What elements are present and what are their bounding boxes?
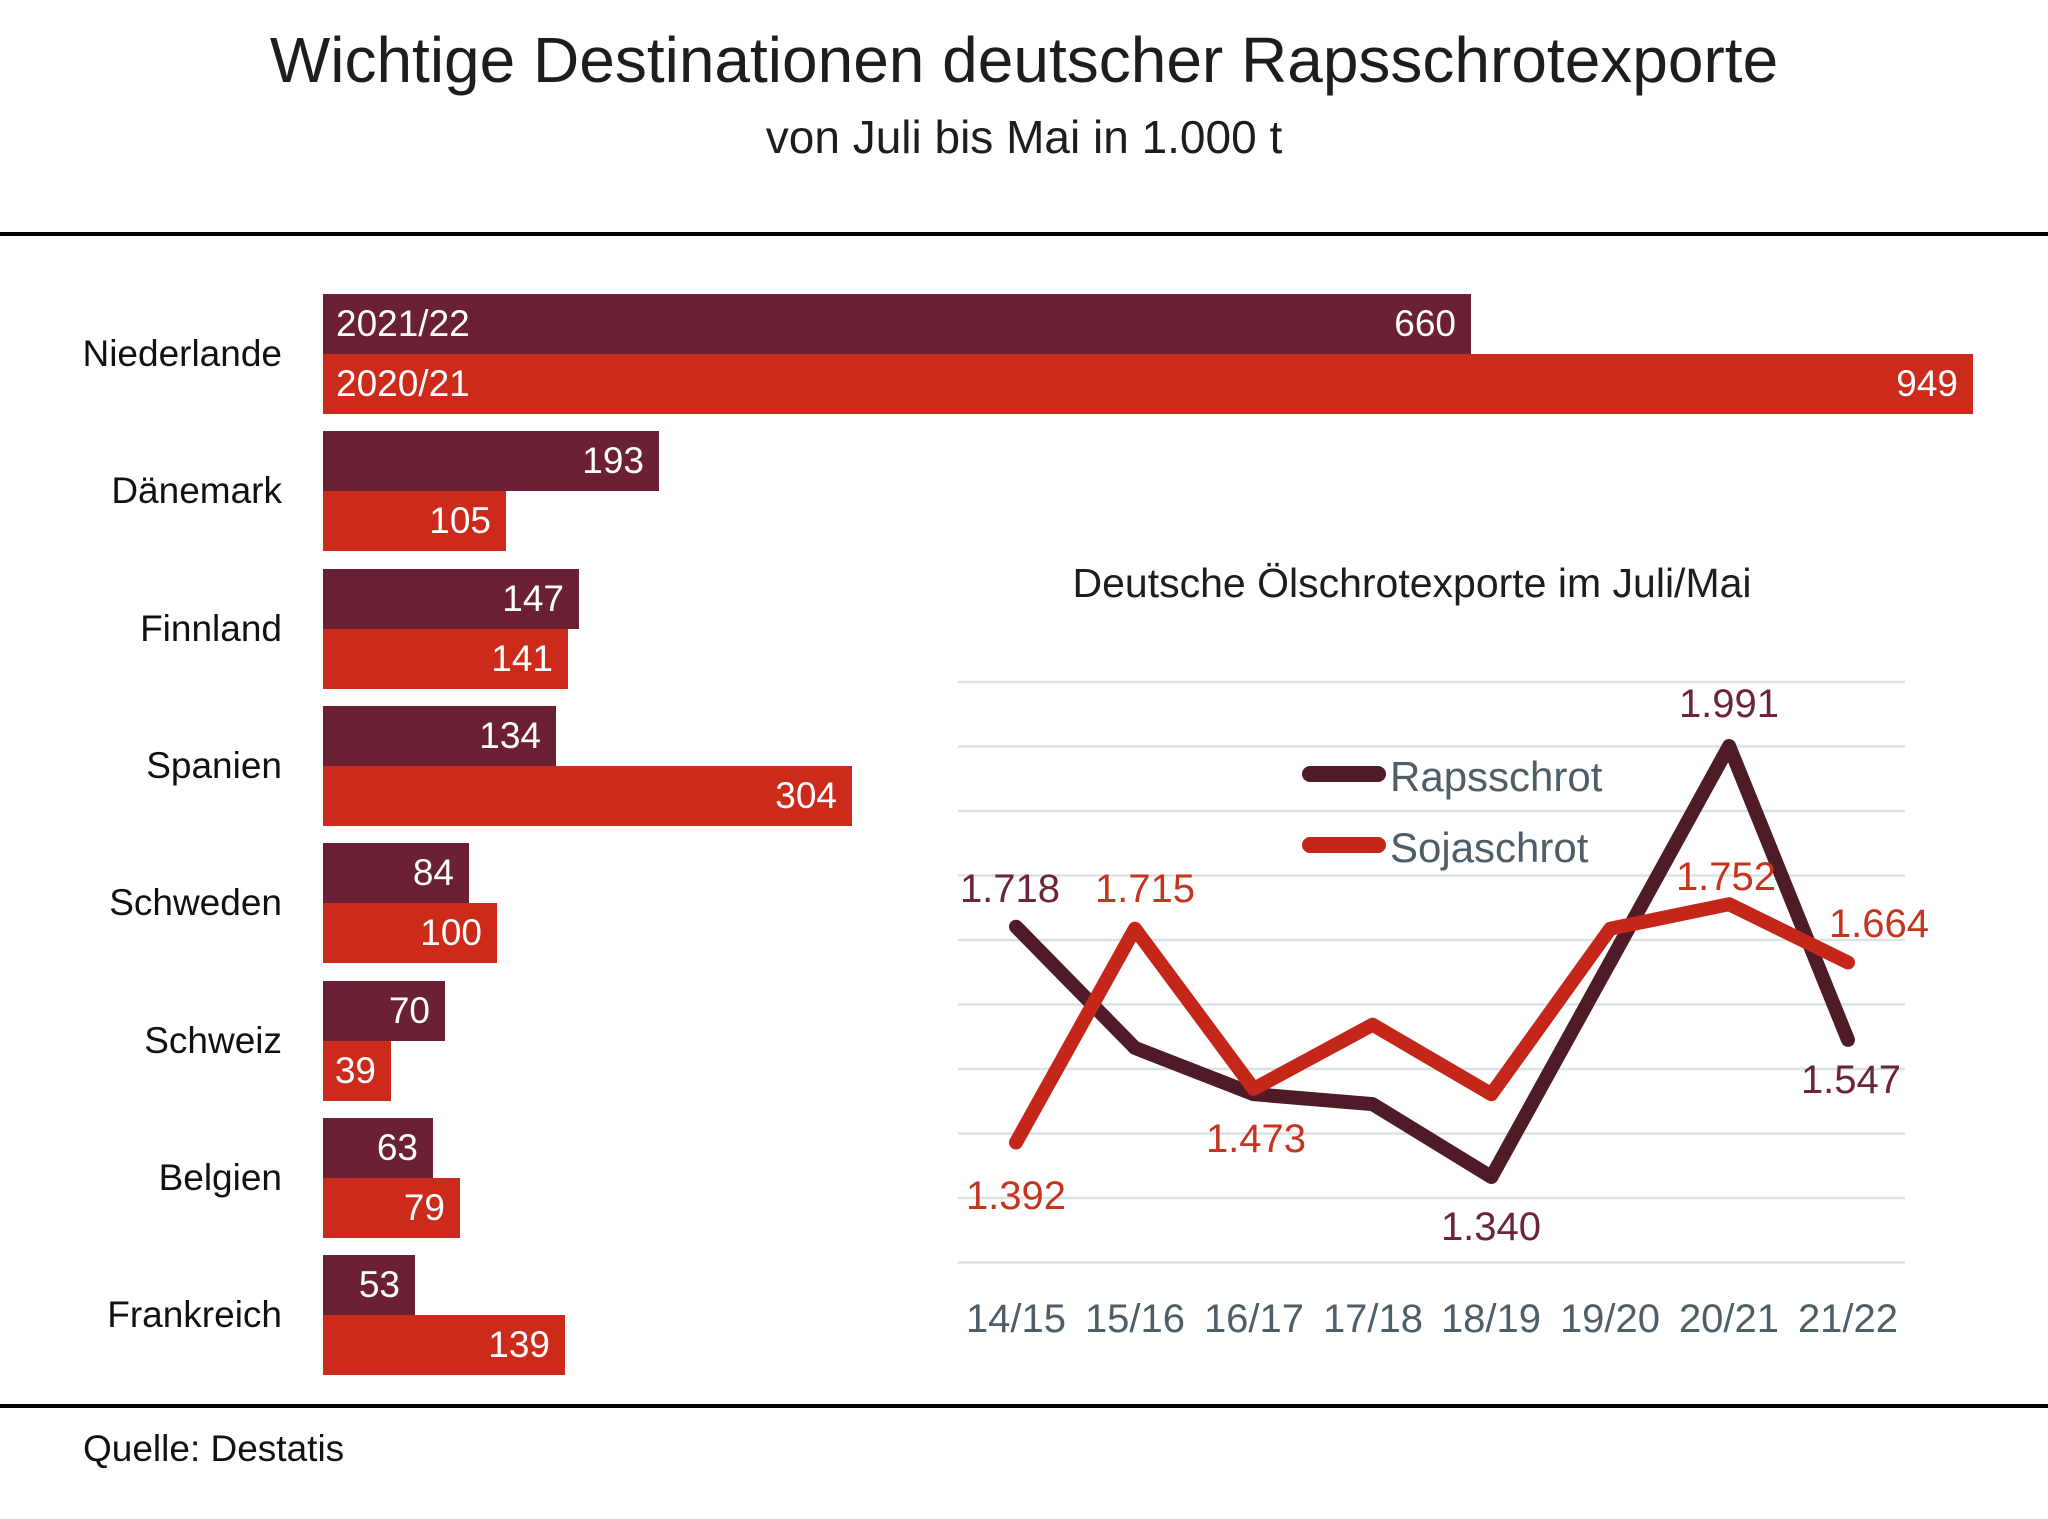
bar-value-label: 84 bbox=[412, 852, 454, 893]
bar-2020-21: 139 bbox=[323, 1315, 565, 1375]
bar-2020-21: 100 bbox=[323, 903, 497, 963]
bar-2021-22: 70 bbox=[323, 981, 445, 1041]
bar-value-label: 139 bbox=[488, 1324, 550, 1365]
bar-2021-22: 193 bbox=[323, 431, 659, 491]
bar-2021-22: 84 bbox=[323, 843, 469, 903]
bar-value-label: 39 bbox=[334, 1050, 376, 1091]
category-label: Finnland bbox=[140, 608, 282, 649]
bar-value-label: 70 bbox=[388, 990, 430, 1031]
bar-value-label: 53 bbox=[358, 1264, 400, 1305]
bar-2021-22: 147 bbox=[323, 569, 579, 629]
bar-2020-21: 141 bbox=[323, 629, 568, 689]
bar-value-label: 105 bbox=[429, 500, 491, 541]
bar-value-label: 193 bbox=[582, 440, 644, 481]
top-divider bbox=[0, 232, 2048, 236]
bar-value-label: 147 bbox=[502, 578, 564, 619]
bar-value-label: 79 bbox=[403, 1187, 445, 1228]
category-label: Spanien bbox=[146, 745, 282, 786]
series-name-label: 2021/22 bbox=[336, 303, 470, 344]
series-name-label: 2020/21 bbox=[336, 363, 470, 404]
bar-value-label: 141 bbox=[491, 638, 553, 679]
bar-value-label: 660 bbox=[1394, 303, 1456, 344]
page-title: Wichtige Destinationen deutscher Rapssch… bbox=[269, 24, 1779, 96]
bottom-divider bbox=[0, 1404, 2048, 1408]
bar-value-label: 100 bbox=[420, 912, 482, 953]
category-label: Dänemark bbox=[111, 470, 282, 511]
category-label: Schweiz bbox=[144, 1020, 282, 1061]
bar-2021-22: 53 bbox=[323, 1255, 415, 1315]
page-subtitle: von Juli bis Mai in 1.000 t bbox=[765, 111, 1283, 163]
bar-2020-21: 2020/21 949 bbox=[323, 354, 1973, 414]
bar-2020-21: 39 bbox=[323, 1041, 391, 1101]
category-label: Belgien bbox=[158, 1157, 282, 1198]
bar-2020-21: 79 bbox=[323, 1178, 460, 1238]
category-label: Schweden bbox=[109, 882, 282, 923]
source-note: Quelle: Destatis bbox=[83, 1428, 345, 1469]
bar-2021-22: 2021/22 660 bbox=[323, 294, 1471, 354]
bar-2021-22: 63 bbox=[323, 1118, 433, 1178]
bar-2021-22: 134 bbox=[323, 706, 556, 766]
bar-value-label: 304 bbox=[775, 775, 837, 816]
bar-2020-21: 304 bbox=[323, 766, 852, 826]
bar-value-label: 949 bbox=[1896, 363, 1958, 404]
category-label: Frankreich bbox=[107, 1294, 282, 1335]
category-label: Niederlande bbox=[82, 333, 282, 374]
bar-2020-21: 105 bbox=[323, 491, 506, 551]
bar-value-label: 134 bbox=[479, 715, 541, 756]
bar-value-label: 63 bbox=[376, 1127, 418, 1168]
